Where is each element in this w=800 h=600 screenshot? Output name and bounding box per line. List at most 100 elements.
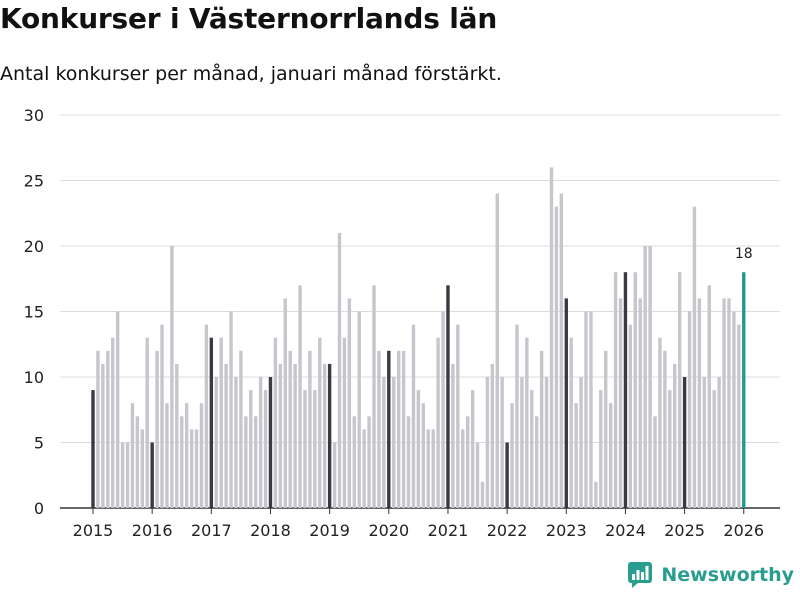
bar xyxy=(717,377,721,508)
bar xyxy=(475,442,480,508)
bar xyxy=(283,298,287,508)
latest-value-label: 18 xyxy=(735,246,753,262)
bar xyxy=(589,311,593,508)
bar xyxy=(461,429,465,508)
bar xyxy=(377,350,381,508)
bar xyxy=(204,324,209,508)
bar xyxy=(115,311,120,508)
bar xyxy=(101,363,105,508)
bar-january xyxy=(327,363,332,508)
x-tick-label: 2022 xyxy=(487,521,528,540)
x-axis-ticks: 2015 2016 2017 2018 2019 2020 2021 2022 2023 2024… xyxy=(73,508,764,540)
y-tick-label: 15 xyxy=(24,303,44,322)
bar xyxy=(470,390,475,508)
bar xyxy=(643,246,647,508)
bar xyxy=(653,416,657,508)
bar xyxy=(633,272,637,508)
bar xyxy=(648,246,652,508)
bar-january xyxy=(623,272,628,508)
bar xyxy=(318,337,322,508)
bar-january xyxy=(209,337,214,508)
bar-january xyxy=(682,377,687,508)
x-tick-label: 2019 xyxy=(309,521,350,540)
bar xyxy=(520,377,524,508)
bar xyxy=(663,350,667,508)
bar-january xyxy=(268,377,273,508)
y-axis-ticks: 0 5 10 15 20 25 30 xyxy=(24,106,44,518)
bar xyxy=(278,363,283,508)
bar xyxy=(352,416,356,508)
bar xyxy=(323,363,327,508)
bar xyxy=(431,429,435,508)
bar xyxy=(367,416,371,508)
bar xyxy=(308,350,312,508)
bar xyxy=(712,390,716,508)
bar xyxy=(436,337,440,508)
bar xyxy=(120,442,125,508)
bar-january xyxy=(505,442,509,508)
x-tick-label: 2017 xyxy=(191,521,232,540)
chart-subtitle: Antal konkurser per månad, januari månad… xyxy=(0,63,502,85)
bar xyxy=(347,298,352,508)
x-tick-label: 2024 xyxy=(605,521,646,540)
bar xyxy=(249,390,253,508)
bar xyxy=(677,272,682,508)
y-tick-label: 10 xyxy=(24,368,44,387)
bar xyxy=(722,298,726,508)
bar xyxy=(599,390,603,508)
y-tick-label: 0 xyxy=(34,499,44,518)
brand-name: Newsworthy xyxy=(661,564,794,586)
bar xyxy=(613,272,618,508)
x-tick-label: 2016 xyxy=(132,521,173,540)
bar xyxy=(604,350,608,508)
bar xyxy=(219,337,223,508)
bar xyxy=(194,429,199,508)
bar xyxy=(411,324,416,508)
chart-title: Konkurser i Västernorrlands län xyxy=(0,2,498,35)
bar xyxy=(362,429,366,508)
bar xyxy=(135,416,140,508)
bar xyxy=(234,377,238,508)
bar xyxy=(392,377,396,508)
newsworthy-brand[interactable]: Newsworthy xyxy=(627,560,794,590)
x-tick-label: 2020 xyxy=(368,521,409,540)
bar xyxy=(500,377,504,508)
bar xyxy=(692,206,697,508)
bar-january xyxy=(91,390,95,508)
bar xyxy=(140,429,144,508)
bar xyxy=(530,390,534,508)
y-tick-label: 25 xyxy=(24,172,44,191)
y-tick-label: 20 xyxy=(24,237,44,256)
bar xyxy=(510,403,514,508)
newsworthy-logo-icon xyxy=(628,562,653,588)
bar xyxy=(253,416,258,508)
bar xyxy=(298,285,302,508)
bar xyxy=(288,350,292,508)
bar xyxy=(160,324,164,508)
x-tick-label: 2018 xyxy=(250,521,291,540)
bar xyxy=(549,167,554,508)
bar xyxy=(401,350,406,508)
bar-january xyxy=(446,285,450,508)
bar xyxy=(515,324,519,508)
bar xyxy=(175,363,179,508)
bar xyxy=(673,363,677,508)
y-tick-label: 5 xyxy=(34,434,44,453)
bar xyxy=(145,337,149,508)
bar xyxy=(406,416,411,508)
bar xyxy=(668,390,672,508)
bar xyxy=(293,363,297,508)
bar-january xyxy=(387,350,391,508)
bar xyxy=(421,403,426,508)
bar xyxy=(485,377,490,508)
bar xyxy=(579,377,583,508)
bar xyxy=(456,324,460,508)
bar xyxy=(239,350,243,508)
bar xyxy=(707,285,711,508)
bar xyxy=(584,311,588,508)
bar xyxy=(170,246,174,508)
bar xyxy=(372,285,376,508)
bar xyxy=(396,350,401,508)
bar xyxy=(554,206,559,508)
